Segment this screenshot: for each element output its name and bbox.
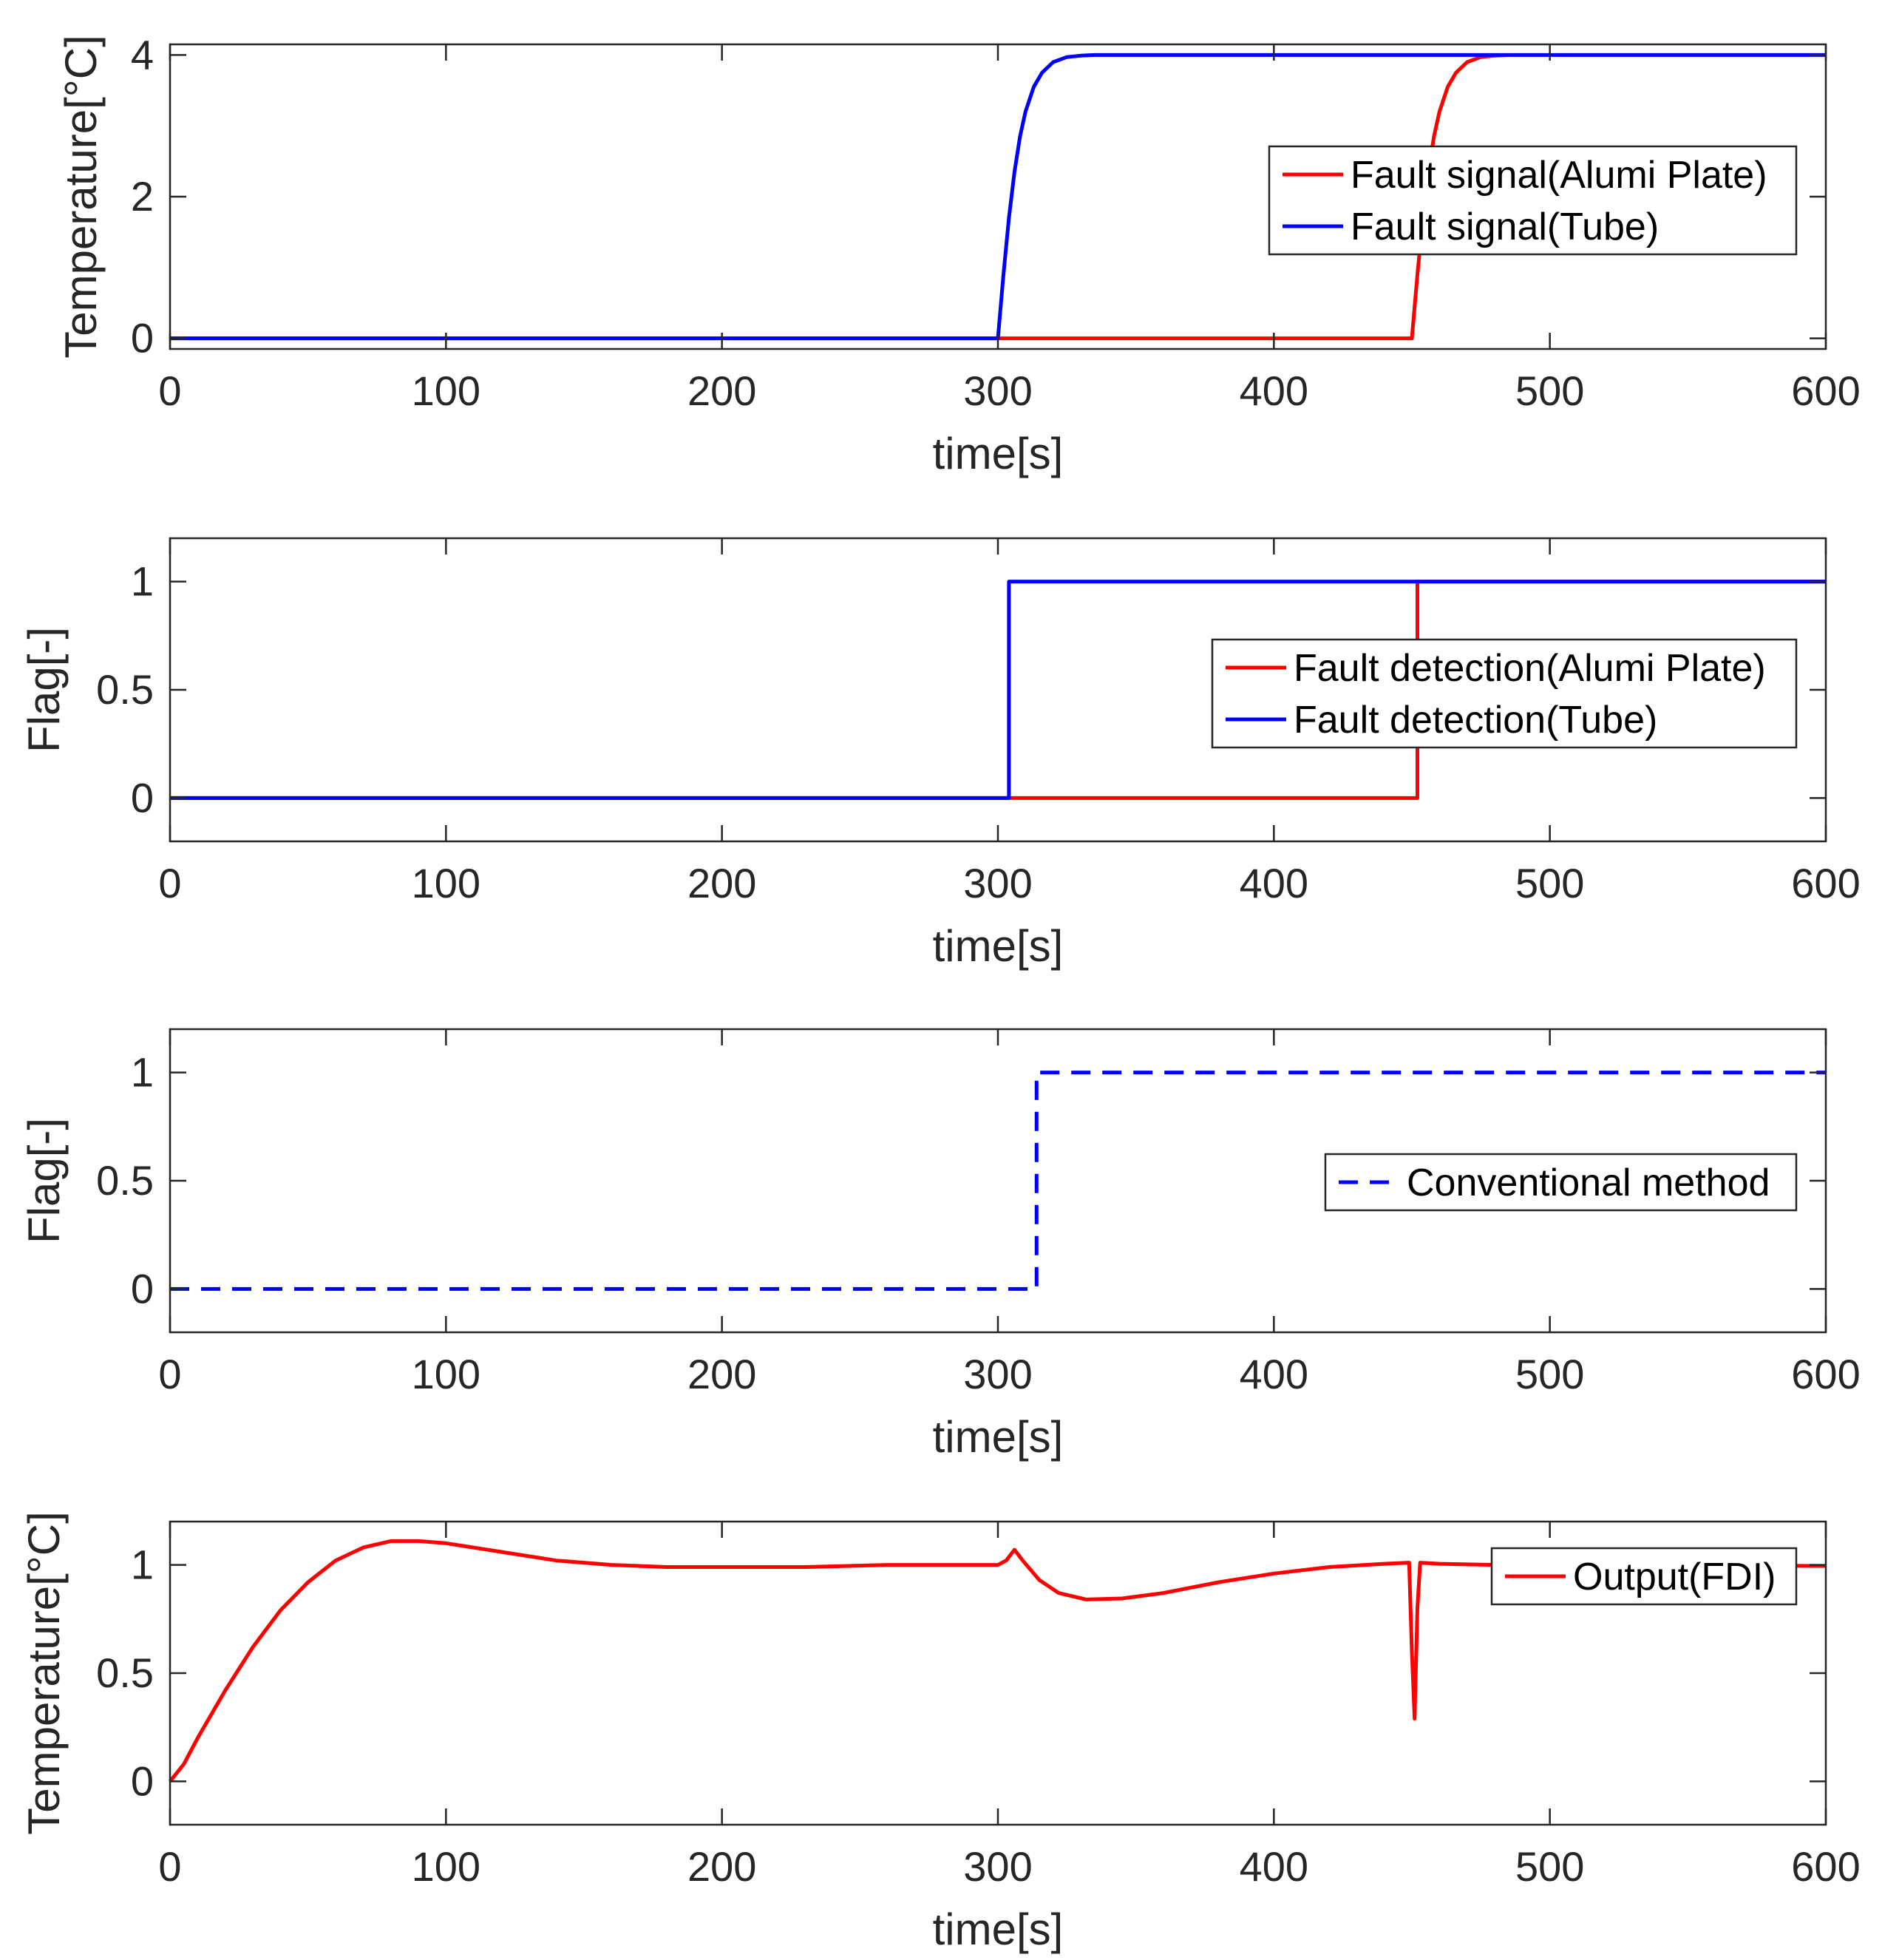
panel-1: 0 100 200 300 400 500 600 0 2 4 time[s] Temperature… — [56, 31, 1861, 478]
y-tick-label: 0 — [131, 1265, 154, 1312]
x-axis-label: time[s] — [933, 1412, 1064, 1462]
legend: Fault signal(Alumi Plate) Fault signal(Tu… — [1268, 145, 1798, 256]
panel-4: 0 100 200 300 400 500 600 0 0.5 1 time[s] Temperatu… — [19, 1511, 1861, 1954]
x-tick-label: 500 — [1515, 367, 1584, 414]
legend: Output(FDI) — [1490, 1547, 1798, 1606]
y-tick-label: 0 — [131, 1757, 154, 1804]
x-tick-label: 600 — [1791, 1351, 1860, 1397]
y-axis-label: Temperature[°C] — [19, 1511, 69, 1835]
x-tick-label: 300 — [963, 367, 1032, 414]
x-tick-label: 300 — [963, 860, 1032, 906]
y-axis-label: Flag[-] — [19, 627, 69, 753]
legend-box — [1324, 1153, 1798, 1212]
x-tick-label: 200 — [687, 367, 756, 414]
x-tick-label: 100 — [412, 1351, 480, 1397]
y-axis-label: Flag[-] — [19, 1118, 69, 1244]
x-tick-label: 0 — [158, 860, 181, 906]
y-tick-label: 0.5 — [96, 1157, 154, 1204]
x-tick-label: 0 — [158, 367, 181, 414]
x-tick-label: 600 — [1791, 367, 1860, 414]
legend-label: Fault signal(Alumi Plate) — [1351, 154, 1767, 197]
x-axis-label: time[s] — [933, 921, 1064, 971]
legend-box — [1268, 145, 1798, 256]
x-tick-label: 500 — [1515, 1351, 1584, 1397]
y-tick-label: 0.5 — [96, 1649, 154, 1696]
x-tick-label: 100 — [412, 367, 480, 414]
x-axis-label: time[s] — [933, 1905, 1064, 1954]
x-tick-label: 500 — [1515, 860, 1584, 906]
x-tick-label: 300 — [963, 1843, 1032, 1890]
legend: Fault detection(Alumi Plate) Fault detect… — [1211, 638, 1798, 749]
series-line-1 — [169, 1539, 1827, 1783]
x-tick-label: 400 — [1240, 1843, 1308, 1890]
x-tick-label: 0 — [158, 1351, 181, 1397]
series-line-2 — [170, 580, 1826, 800]
x-tick-label: 100 — [412, 860, 480, 906]
x-tick-label: 400 — [1240, 860, 1308, 906]
x-tick-label: 500 — [1515, 1843, 1584, 1890]
legend-box — [1211, 638, 1798, 749]
series-line-1 — [170, 52, 1509, 341]
y-tick-label: 0 — [131, 774, 154, 821]
x-tick-label: 200 — [687, 860, 756, 906]
x-tick-label: 300 — [963, 1351, 1032, 1397]
legend: Conventional method — [1324, 1153, 1798, 1212]
legend-label: Conventional method — [1407, 1162, 1770, 1204]
y-axis-label: Temperature[°C] — [56, 35, 106, 359]
series-line-1 — [170, 1071, 1826, 1291]
y-tick-label: 4 — [131, 31, 154, 78]
y-tick-label: 0 — [131, 315, 154, 362]
x-tick-label: 600 — [1791, 860, 1860, 906]
panel-2: 0 100 200 300 400 500 600 0 0.5 1 time[s] Flag[-] Fa… — [19, 537, 1861, 971]
legend-label: Fault detection(Tube) — [1294, 699, 1657, 742]
y-tick-label: 1 — [131, 1542, 154, 1588]
y-tick-label: 2 — [131, 173, 154, 220]
x-tick-label: 200 — [687, 1351, 756, 1397]
x-tick-label: 400 — [1240, 1351, 1308, 1397]
x-tick-label: 600 — [1791, 1843, 1860, 1890]
x-tick-label: 100 — [412, 1843, 480, 1890]
y-tick-label: 0.5 — [96, 666, 154, 713]
x-tick-label: 200 — [687, 1843, 756, 1890]
panel-3: 0 100 200 300 400 500 600 0 0.5 1 time[s] Flag[-] Co… — [19, 1028, 1861, 1462]
x-tick-label: 0 — [158, 1843, 181, 1890]
x-tick-label: 400 — [1240, 367, 1308, 414]
y-tick-label: 1 — [131, 558, 154, 605]
legend-label: Fault signal(Tube) — [1351, 206, 1659, 248]
y-tick-label: 1 — [131, 1049, 154, 1096]
x-axis-label: time[s] — [933, 429, 1064, 478]
legend-label: Fault detection(Alumi Plate) — [1294, 647, 1766, 690]
legend-label: Output(FDI) — [1573, 1556, 1776, 1598]
series-line-2 — [170, 52, 1826, 341]
